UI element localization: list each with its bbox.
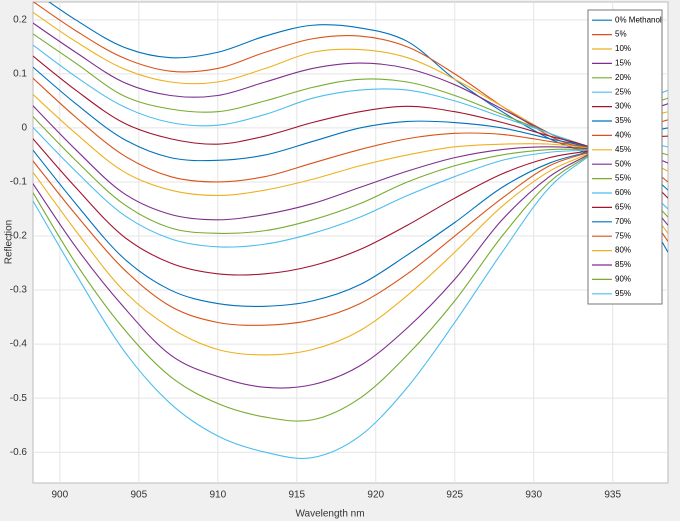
series-line <box>33 89 668 459</box>
y-tick-label: -0.3 <box>10 285 28 296</box>
y-tick-label: 0.1 <box>13 69 27 80</box>
legend-label: 40% <box>615 131 631 140</box>
legend-label: 55% <box>615 174 631 183</box>
x-tick-label: 915 <box>288 490 305 501</box>
legend-label: 80% <box>615 246 631 255</box>
series-line <box>33 119 668 326</box>
legend-label: 60% <box>615 188 631 197</box>
x-tick-label: 930 <box>525 490 542 501</box>
legend-label: 65% <box>615 203 631 212</box>
y-tick-label: -0.2 <box>10 231 28 242</box>
legend-label: 20% <box>615 73 631 82</box>
y-tick-label: -0.5 <box>10 393 28 404</box>
y-tick-label: 0.2 <box>13 14 27 25</box>
y-tick-label: 0 <box>21 123 27 134</box>
legend-label: 75% <box>615 231 631 240</box>
series-line <box>33 127 668 307</box>
legend-label: 35% <box>615 116 631 125</box>
series-line <box>33 93 668 197</box>
y-axis-label: Reflection <box>4 220 15 264</box>
series-line <box>33 103 668 389</box>
series-line <box>33 105 668 221</box>
legend-label: 10% <box>615 44 631 53</box>
legend-label: 95% <box>615 289 631 298</box>
legend-label: 70% <box>615 217 631 226</box>
y-tick-label: -0.4 <box>10 339 28 350</box>
legend: 0% Methanol 5% 10% 15% 20% 25% 30% 35% 40% 45% 50%… <box>587 9 663 305</box>
x-tick-label: 900 <box>52 490 69 501</box>
series-line <box>33 55 668 199</box>
legend-label: 0% Methanol <box>615 15 662 24</box>
x-tick-label: 910 <box>209 490 226 501</box>
x-axis-label: Wavelength nm <box>295 509 364 520</box>
series-line <box>33 66 668 191</box>
x-tick-label: 905 <box>130 490 147 501</box>
legend-label: 85% <box>615 260 631 269</box>
series-line <box>33 115 668 234</box>
lines <box>33 2 668 459</box>
x-tick-label: 935 <box>604 490 621 501</box>
series-line <box>33 126 668 248</box>
series-line <box>33 97 668 422</box>
series-line <box>33 77 668 183</box>
series-line <box>33 135 668 276</box>
y-tick-label: -0.6 <box>10 447 28 458</box>
legend-label: 45% <box>615 145 631 154</box>
legend-label: 50% <box>615 159 631 168</box>
x-tick-label: 925 <box>446 490 463 501</box>
legend-label: 30% <box>615 102 631 111</box>
y-tick-label: -0.1 <box>10 177 28 188</box>
legend-box <box>587 9 663 305</box>
legend-label: 25% <box>615 87 631 96</box>
legend-label: 15% <box>615 59 631 68</box>
series-line <box>33 111 668 356</box>
x-tick-label: 920 <box>367 490 384 501</box>
legend-label: 90% <box>615 275 631 284</box>
legend-label: 5% <box>615 30 627 39</box>
